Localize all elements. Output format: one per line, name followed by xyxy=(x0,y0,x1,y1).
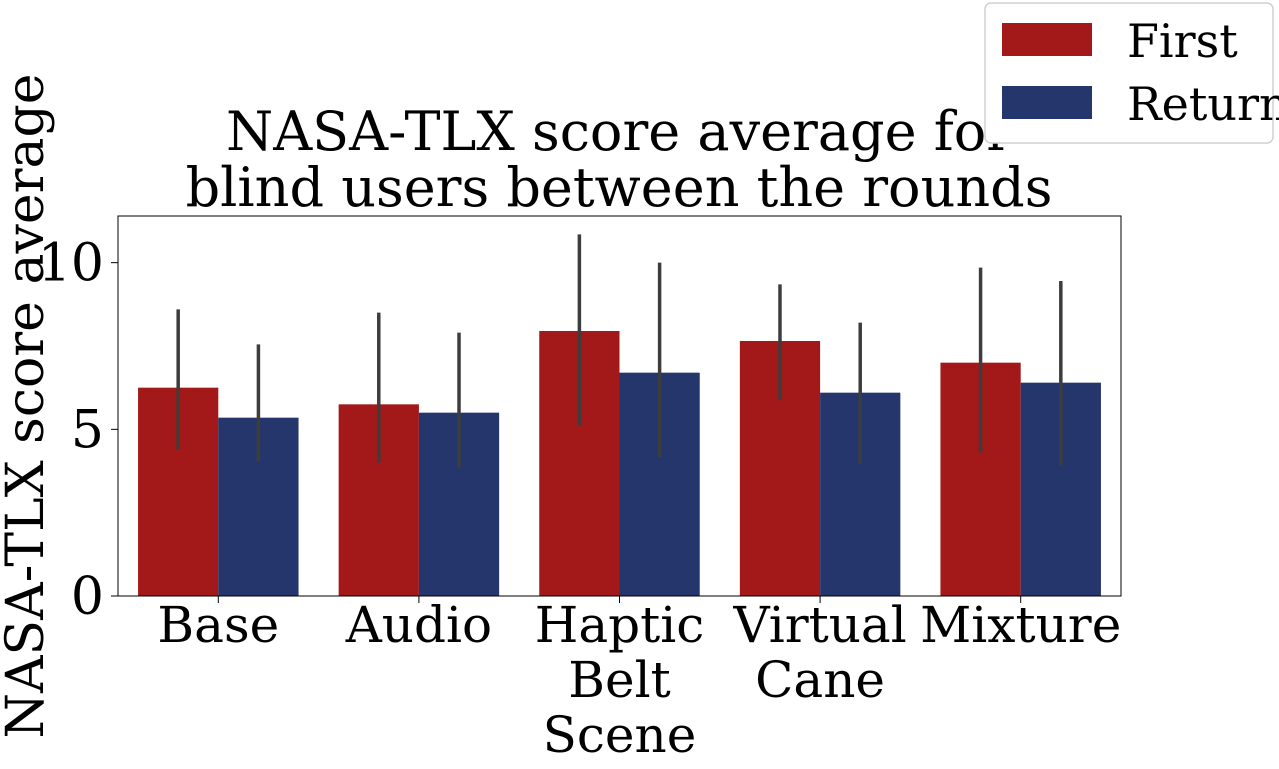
chart-title-line-2: blind users between the rounds xyxy=(186,156,1053,219)
axes-frame xyxy=(117,215,1122,597)
y-tick-label-0: 0 xyxy=(71,567,104,627)
legend-swatch-return xyxy=(1002,86,1092,119)
y-tick-label-5: 5 xyxy=(71,400,104,460)
x-tick-label-1: Audio xyxy=(345,596,492,654)
y-axis-label: NASA-TLX score average xyxy=(0,73,56,738)
chart-title-line-1: NASA-TLX score average for xyxy=(226,100,1012,163)
legend-swatch-first xyxy=(1002,23,1092,56)
chart-title: NASA-TLX score average for blind users b… xyxy=(186,100,1053,219)
x-tick-label-4: Mixture xyxy=(920,596,1121,654)
legend-label-return: Return xyxy=(1127,77,1279,131)
y-tick-label-10: 10 xyxy=(38,234,104,294)
legend-label-first: First xyxy=(1127,14,1238,68)
legend: First Return xyxy=(984,2,1279,144)
x-tick-label-2: Haptic Belt Scene xyxy=(535,596,705,764)
x-tick-label-0: Base xyxy=(157,596,279,654)
x-tick-label-3: Virtual Cane xyxy=(732,596,906,709)
